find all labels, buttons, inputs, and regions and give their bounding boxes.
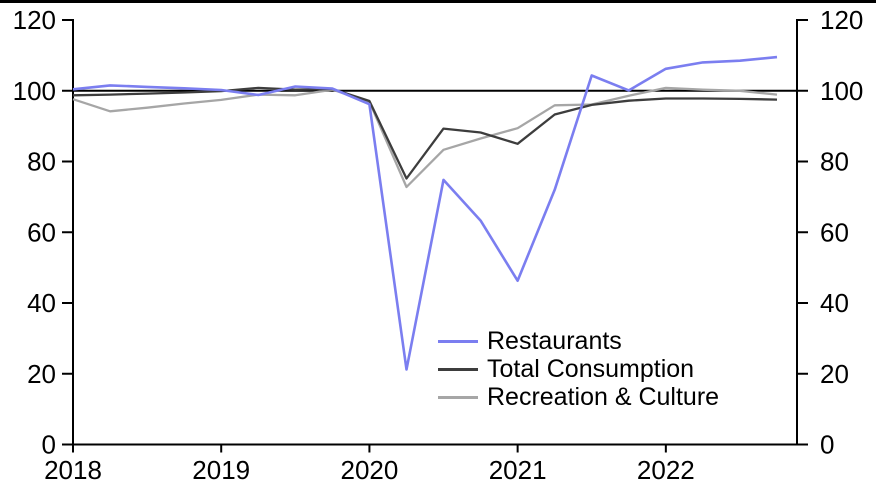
y-tick-label-right: 20 xyxy=(820,359,849,389)
y-tick-label-left: 100 xyxy=(13,76,56,106)
series-line-total-consumption xyxy=(72,86,778,180)
y-tick-label-left: 0 xyxy=(42,430,56,460)
y-tick-label-right: 80 xyxy=(820,147,849,177)
legend: Restaurants Total Consumption Recreation… xyxy=(438,327,719,411)
legend-item-total-consumption: Total Consumption xyxy=(438,355,719,383)
legend-line-swatch-total-consumption xyxy=(438,367,478,371)
legend-label-restaurants: Restaurants xyxy=(487,327,622,355)
y-tick-label-right: 100 xyxy=(820,76,863,106)
y-tick-label-left: 40 xyxy=(27,288,56,318)
y-tick-label-right: 60 xyxy=(820,217,849,247)
legend-line-swatch-restaurants xyxy=(438,339,478,343)
y-tick-label-right: 120 xyxy=(820,5,863,35)
legend-item-restaurants: Restaurants xyxy=(438,327,719,355)
x-tick-label: 2018 xyxy=(44,455,102,485)
series-line-restaurants xyxy=(72,55,778,371)
x-tick-label: 2022 xyxy=(637,455,695,485)
legend-label-total-consumption: Total Consumption xyxy=(487,355,695,383)
y-tick-label-left: 60 xyxy=(27,217,56,247)
series-line-recreation-culture xyxy=(72,86,778,189)
legend-label-recreation-culture: Recreation & Culture xyxy=(487,383,720,411)
y-tick-label-right: 40 xyxy=(820,288,849,318)
x-tick-label: 2019 xyxy=(192,455,250,485)
y-tick-label-right: 0 xyxy=(820,430,834,460)
legend-line-swatch-recreation-culture xyxy=(438,395,478,399)
y-tick-label-left: 20 xyxy=(27,359,56,389)
x-tick-label: 2021 xyxy=(489,455,547,485)
y-tick-label-left: 120 xyxy=(13,5,56,35)
x-tick-label: 2020 xyxy=(340,455,398,485)
y-tick-label-left: 80 xyxy=(27,147,56,177)
chart-top-border xyxy=(0,0,876,3)
legend-item-recreation-culture: Recreation & Culture xyxy=(438,383,719,411)
